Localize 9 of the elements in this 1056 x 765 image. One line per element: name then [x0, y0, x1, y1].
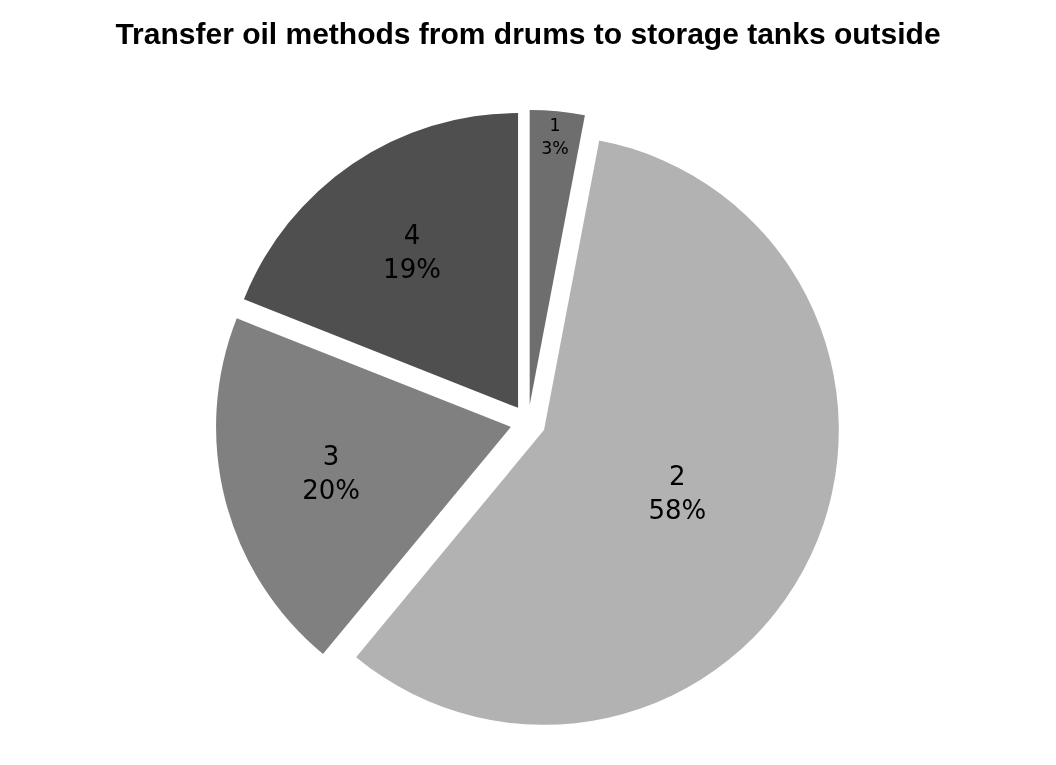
slice-label: 4 [403, 219, 421, 250]
chart-title: Transfer oil methods from drums to storage tanks outside [115, 16, 941, 50]
data-label: 20% [302, 474, 360, 505]
slice-label: 2 [669, 460, 686, 491]
data-label: 58% [648, 494, 707, 525]
data-label: 3% [541, 137, 569, 158]
slice-label: 3 [322, 441, 340, 472]
data-label: 19% [383, 253, 441, 284]
slice-label: 1 [549, 115, 561, 136]
